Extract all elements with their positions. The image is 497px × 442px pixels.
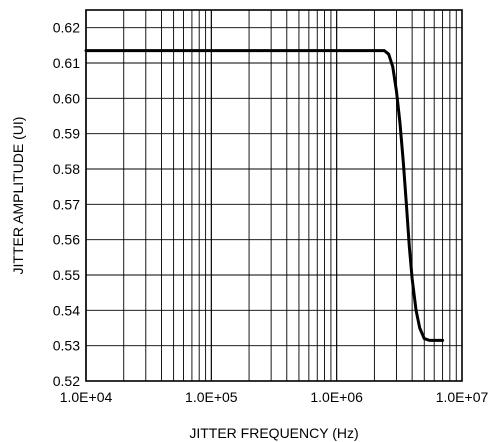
x-tick-label: 1.0E+06 <box>310 389 363 405</box>
y-tick-label: 0.59 <box>53 126 80 142</box>
y-axis-title: JITTER AMPLITUDE (UI) <box>10 117 26 275</box>
y-tick-label: 0.54 <box>53 302 80 318</box>
y-tick-label: 0.61 <box>53 55 80 71</box>
x-axis-title: JITTER FREQUENCY (Hz) <box>189 425 358 441</box>
y-tick-label: 0.62 <box>53 20 80 36</box>
y-tick-label: 0.52 <box>53 373 80 389</box>
y-tick-label: 0.58 <box>53 161 80 177</box>
x-tick-label: 1.0E+04 <box>60 389 113 405</box>
x-tick-label: 1.0E+05 <box>185 389 238 405</box>
x-tick-label: 1.0E+07 <box>436 389 489 405</box>
series-layer <box>86 51 443 341</box>
y-tick-label: 0.57 <box>53 196 80 212</box>
y-tick-label: 0.55 <box>53 267 80 283</box>
series-line <box>86 51 443 341</box>
y-tick-label: 0.60 <box>53 90 80 106</box>
y-tick-label: 0.53 <box>53 338 80 354</box>
tick-labels-layer: 0.52 0.53 0.54 0.55 0.56 0.57 0.58 0.59 0.60 0.61… <box>53 20 489 405</box>
y-tick-label: 0.56 <box>53 232 80 248</box>
